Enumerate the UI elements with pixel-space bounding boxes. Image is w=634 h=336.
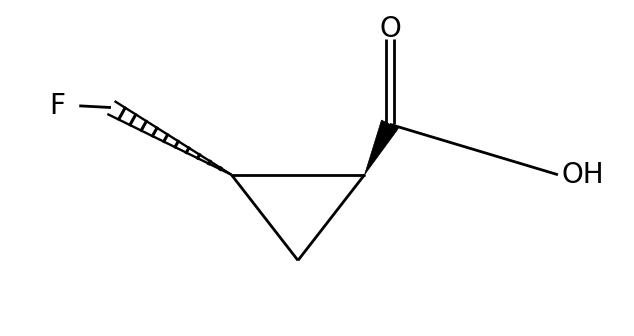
Text: O: O <box>379 14 401 43</box>
Text: OH: OH <box>561 161 604 189</box>
Text: F: F <box>49 92 65 120</box>
Polygon shape <box>365 120 398 175</box>
